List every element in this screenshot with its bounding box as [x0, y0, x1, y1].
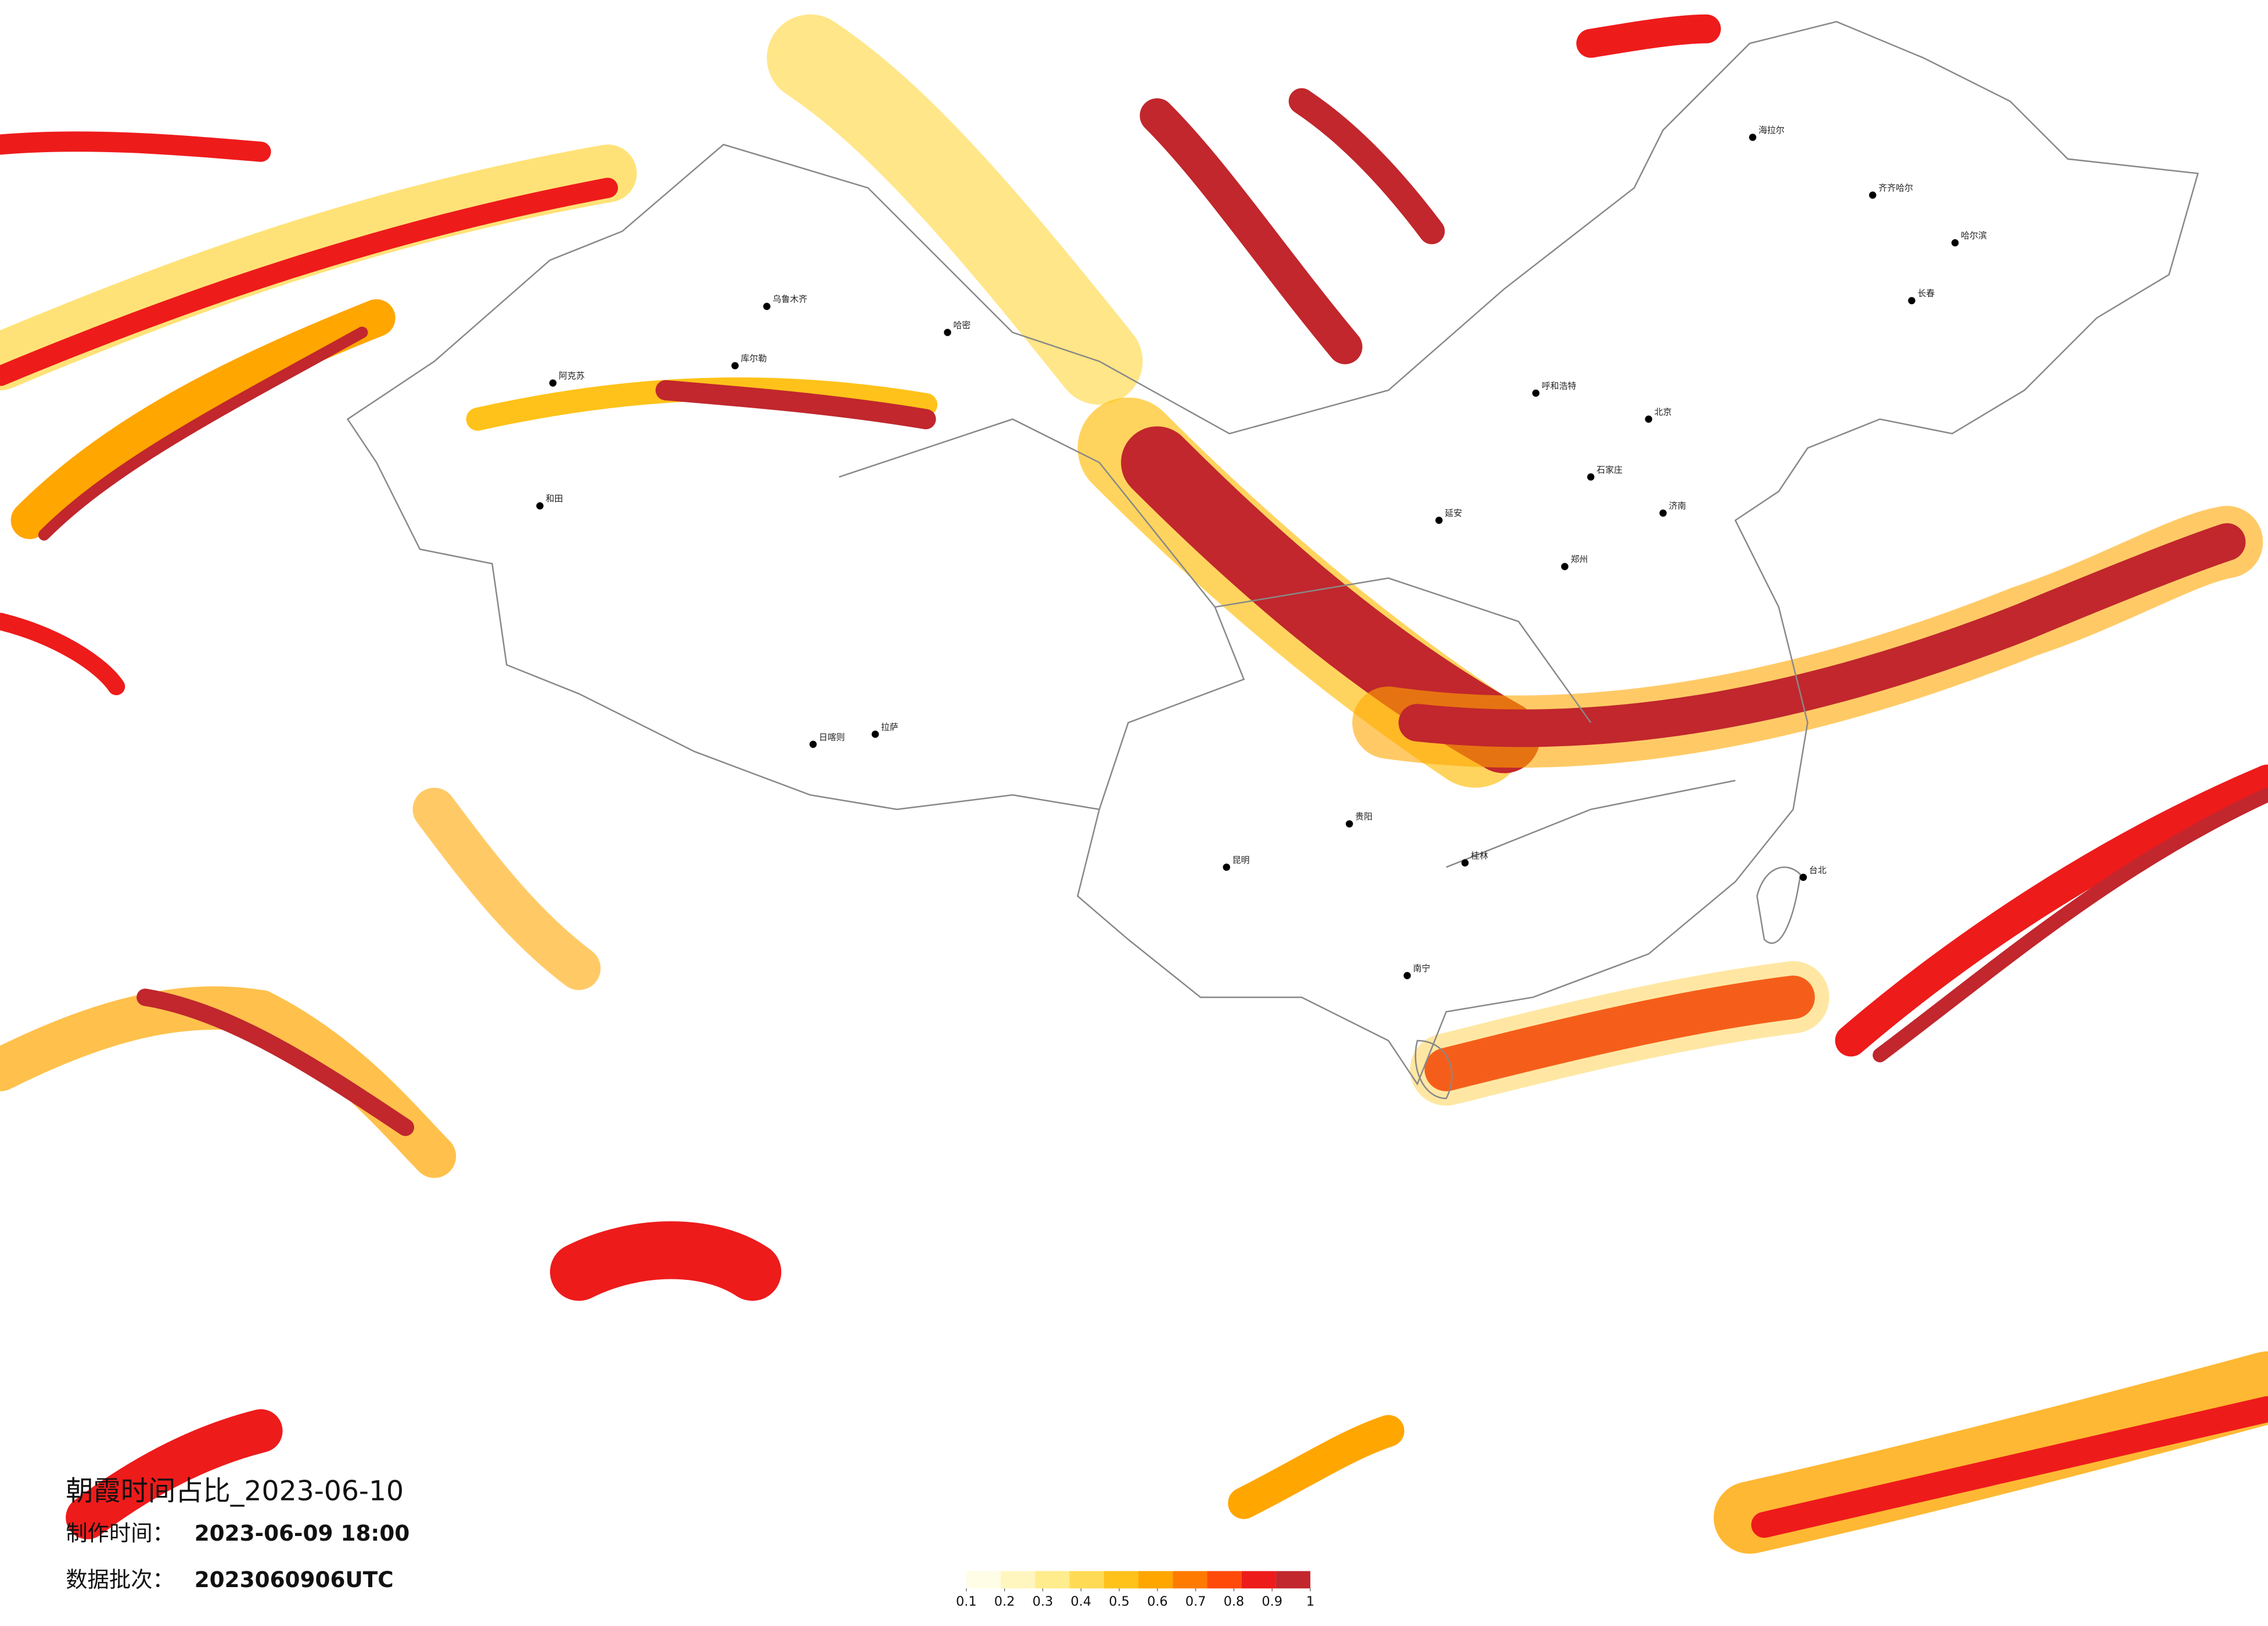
boundaries: [346, 21, 2199, 1099]
city-dot: [1223, 864, 1231, 871]
city-dot: [871, 731, 879, 738]
city-dot: [1461, 859, 1469, 867]
legend-tick-label: 0.7: [1185, 1594, 1206, 1609]
production-time-label: 制作时间：: [66, 1520, 174, 1546]
city-dot: [1749, 134, 1756, 141]
city-dot: [536, 502, 544, 510]
city-label: 阿克苏: [559, 370, 585, 381]
legend-swatch: [1069, 1571, 1104, 1589]
legend-tick-label: 0.9: [1262, 1594, 1283, 1609]
city-label: 库尔勒: [741, 353, 767, 364]
legend-tick-label: 0.8: [1224, 1594, 1245, 1609]
city-dot: [1645, 415, 1652, 423]
city-dot: [1659, 509, 1667, 517]
city-label: 石家庄: [1597, 465, 1623, 475]
city-label: 桂林: [1471, 850, 1488, 861]
legend-swatch: [966, 1571, 1001, 1589]
city-dot: [1435, 516, 1443, 524]
city-label: 和田: [546, 494, 563, 504]
city-dot: [1561, 563, 1569, 570]
city-label: 哈密: [953, 320, 971, 330]
city-dot: [763, 303, 771, 310]
city-dot: [1908, 297, 1915, 304]
city-dot: [809, 740, 817, 748]
city-label: 郑州: [1570, 554, 1588, 564]
legend-tick-label: 0.3: [1033, 1594, 1054, 1609]
city-label: 昆明: [1232, 855, 1250, 865]
city-label: 呼和浩特: [1541, 381, 1576, 391]
legend-swatch: [1275, 1571, 1311, 1589]
legend-swatch: [1138, 1571, 1173, 1589]
city-dot: [1587, 473, 1595, 481]
city-dot: [549, 379, 557, 387]
legend-tick-label: 0.4: [1070, 1594, 1091, 1609]
city-label: 海拉尔: [1759, 125, 1785, 135]
legend-tick-label: 0.2: [994, 1594, 1015, 1609]
city-label: 拉萨: [881, 722, 898, 732]
production-time-value: 2023-06-09 18:00: [195, 1520, 410, 1546]
city-dot: [1403, 972, 1411, 980]
legend-tick-label: 0.1: [956, 1594, 977, 1609]
city-dot: [944, 329, 951, 336]
legend-swatch: [1241, 1571, 1276, 1589]
city-dot: [1869, 191, 1877, 199]
city-label: 南宁: [1413, 963, 1430, 974]
city-dot: [1532, 389, 1540, 397]
city-dot: [1346, 820, 1353, 828]
city-label: 北京: [1655, 406, 1672, 417]
data-batch-value: 2023060906UTC: [195, 1567, 394, 1592]
city-label: 长春: [1917, 288, 1935, 298]
city-dot: [731, 362, 739, 369]
legend: 0.1 0.2 0.3 0.4 0.5 0.6 0.7 0.8 0.9 1: [956, 1571, 1314, 1609]
legend-swatch: [1173, 1571, 1207, 1589]
legend-tick-label: 0.5: [1109, 1594, 1130, 1609]
city-label: 台北: [1809, 865, 1827, 875]
city-dot: [1951, 239, 1959, 247]
legend-tick-label: 1: [1306, 1594, 1314, 1609]
data-batch-label: 数据批次：: [66, 1567, 174, 1592]
map-title: 朝霞时间占比_2023-06-10: [66, 1475, 404, 1507]
city-label: 哈尔滨: [1961, 231, 1987, 241]
city-label: 乌鲁木齐: [772, 294, 807, 304]
city-label: 延安: [1445, 508, 1462, 519]
city-dot: [1799, 873, 1807, 881]
city-label: 贵阳: [1355, 811, 1372, 822]
legend-tick-label: 0.6: [1147, 1594, 1168, 1609]
legend-swatch: [1104, 1571, 1138, 1589]
legend-swatch: [1035, 1571, 1070, 1589]
cloud-field: [0, 14, 2268, 1554]
city-label: 济南: [1669, 501, 1686, 511]
legend-swatch: [1207, 1571, 1242, 1589]
legend-swatch: [1001, 1571, 1036, 1589]
city-label: 齐齐哈尔: [1878, 183, 1913, 193]
city-label: 日喀则: [819, 732, 845, 742]
